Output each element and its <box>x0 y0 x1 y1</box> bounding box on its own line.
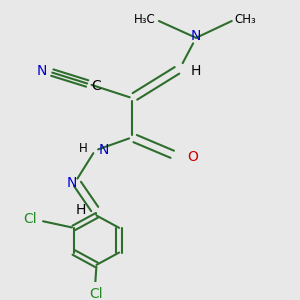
Text: Cl: Cl <box>90 287 103 300</box>
Text: N: N <box>67 176 77 190</box>
Text: N: N <box>191 29 201 44</box>
Text: H: H <box>76 203 86 217</box>
Text: H: H <box>79 142 88 155</box>
Text: N: N <box>99 143 109 157</box>
Text: O: O <box>187 150 198 164</box>
Text: C: C <box>92 79 101 93</box>
Text: Cl: Cl <box>23 212 37 226</box>
Text: N: N <box>37 64 47 78</box>
Text: H: H <box>191 64 201 79</box>
Text: H₃C: H₃C <box>134 13 156 26</box>
Text: CH₃: CH₃ <box>235 13 256 26</box>
